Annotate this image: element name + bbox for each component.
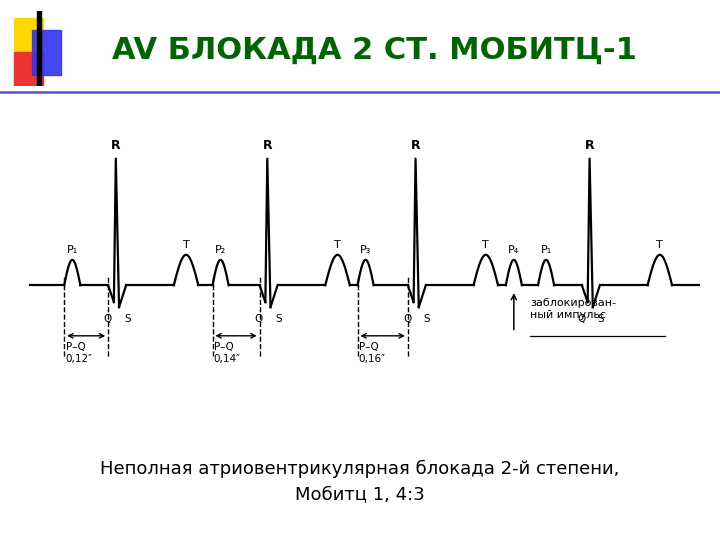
Text: P₃: P₃: [360, 245, 372, 255]
Text: Q: Q: [403, 314, 411, 324]
Text: S: S: [598, 314, 605, 324]
Text: R: R: [263, 139, 272, 152]
Text: P₂: P₂: [215, 245, 226, 255]
Text: P–Q
0,12″: P–Q 0,12″: [66, 342, 93, 364]
Bar: [37, 11, 41, 86]
Text: P–Q
0,16″: P–Q 0,16″: [359, 342, 386, 364]
Text: AV БЛОКАДА 2 СТ. МОБИТЦ-1: AV БЛОКАДА 2 СТ. МОБИТЦ-1: [112, 36, 636, 65]
Text: заблокирован-
ный импульс: заблокирован- ный импульс: [530, 298, 616, 320]
Text: R: R: [111, 139, 121, 152]
Text: S: S: [424, 314, 431, 324]
Text: R: R: [585, 139, 595, 152]
Text: S: S: [124, 314, 131, 324]
Text: Q: Q: [577, 314, 585, 324]
Text: T: T: [183, 240, 189, 249]
Text: P₁: P₁: [541, 245, 552, 255]
Text: Q: Q: [103, 314, 112, 324]
Text: P₄: P₄: [508, 245, 519, 255]
Text: T: T: [482, 240, 489, 249]
Text: Q: Q: [255, 314, 263, 324]
Bar: [14, 18, 43, 52]
Text: Неполная атриовентрикулярная блокада 2-й степени,
Мобитц 1, 4:3: Неполная атриовентрикулярная блокада 2-й…: [100, 460, 620, 503]
Text: T: T: [334, 240, 341, 249]
Text: T: T: [657, 240, 663, 249]
Text: P–Q
0,14″: P–Q 0,14″: [214, 342, 240, 364]
Bar: [32, 30, 61, 75]
Text: P₁: P₁: [67, 245, 78, 255]
Text: S: S: [276, 314, 282, 324]
Text: R: R: [410, 139, 420, 152]
Bar: [14, 52, 43, 86]
